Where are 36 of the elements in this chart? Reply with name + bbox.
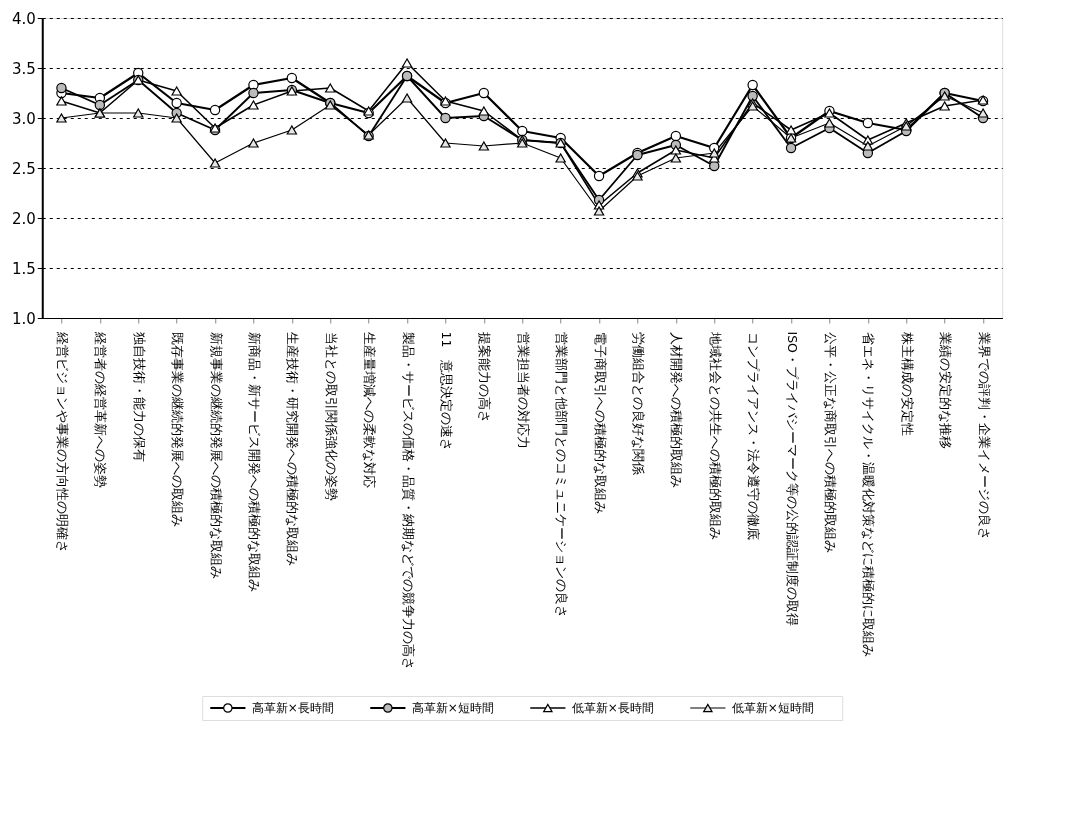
- y-tick-label: 3.0: [11, 109, 36, 128]
- x-tick-label: 生産量増減への柔軟な対応: [362, 331, 378, 488]
- x-tick-label: 株主構成の安定性: [899, 330, 915, 436]
- x-tick-label: 新商品・新サービス開発への積極的な取組み: [246, 331, 262, 592]
- legend-label: 高革新×長時間: [251, 701, 334, 715]
- x-tick-label: 既存事業の継続的発展への取組み: [170, 331, 186, 527]
- x-tick-label: 11 意思決定の速さ: [438, 331, 454, 452]
- y-tick-label: 4.0: [11, 9, 36, 28]
- x-tick-label: 営業担当者の対応力: [515, 331, 531, 449]
- x-tick-label: 業績の安定的な推移: [938, 331, 954, 449]
- x-tick-label: 労働組合との良好な関係: [630, 331, 646, 475]
- x-tick-label: 営業部門と他部門とのコミュニケーションの良さ: [554, 331, 570, 618]
- x-tick-label: 地域社会との共生への積極的取組み: [707, 330, 723, 540]
- x-tick-label: 当社との取引関係強化の姿勢: [323, 331, 339, 501]
- legend-label: 高革新×短時間: [411, 701, 494, 715]
- x-tick-label: 新規事業の継続的発展への積極的な取組み: [208, 331, 224, 579]
- x-tick-label: 人材開発への積極的取組み: [669, 331, 685, 488]
- x-tick-label: 省エネ・リサイクル・温暖化対策などに積極的に取組み: [861, 331, 877, 657]
- legend-label: 低革新×短時間: [731, 701, 814, 715]
- y-tick-label: 2.5: [11, 159, 36, 178]
- y-tick-label: 1.5: [11, 259, 36, 278]
- y-tick-label: 2.0: [11, 209, 36, 228]
- x-tick-label: 経営ビジョンや事業の方向性の明確さ: [54, 330, 70, 553]
- x-tick-label: 生産技術・研究開発への積極的な取組み: [285, 331, 301, 566]
- legend-label: 低革新×長時間: [571, 701, 654, 715]
- x-tick-label: 経営者の経営革新への姿勢: [93, 330, 109, 488]
- x-tick-label: 独自技術・能力の保有: [131, 331, 147, 462]
- x-tick-label: 製品・サービスの価格・品質・納期などでの競争力の高さ: [400, 331, 416, 670]
- x-tick-label: 電子商取引への積極的な取組み: [592, 331, 608, 514]
- x-tick-label: コンプライアンス・法令遵守の徹底: [746, 331, 762, 540]
- x-tick-label: ISO・プライバシーマーク等の公的認証制度の取得: [784, 331, 800, 626]
- y-tick-label: 3.5: [11, 59, 36, 78]
- x-tick-label: 公平・公正な商取引への積極的取組み: [822, 331, 838, 553]
- x-tick-label: 業界での評判・企業イメージの良さ: [976, 331, 992, 540]
- x-tick-label: 提案能力の高さ: [477, 331, 493, 423]
- y-tick-label: 1.0: [11, 309, 36, 328]
